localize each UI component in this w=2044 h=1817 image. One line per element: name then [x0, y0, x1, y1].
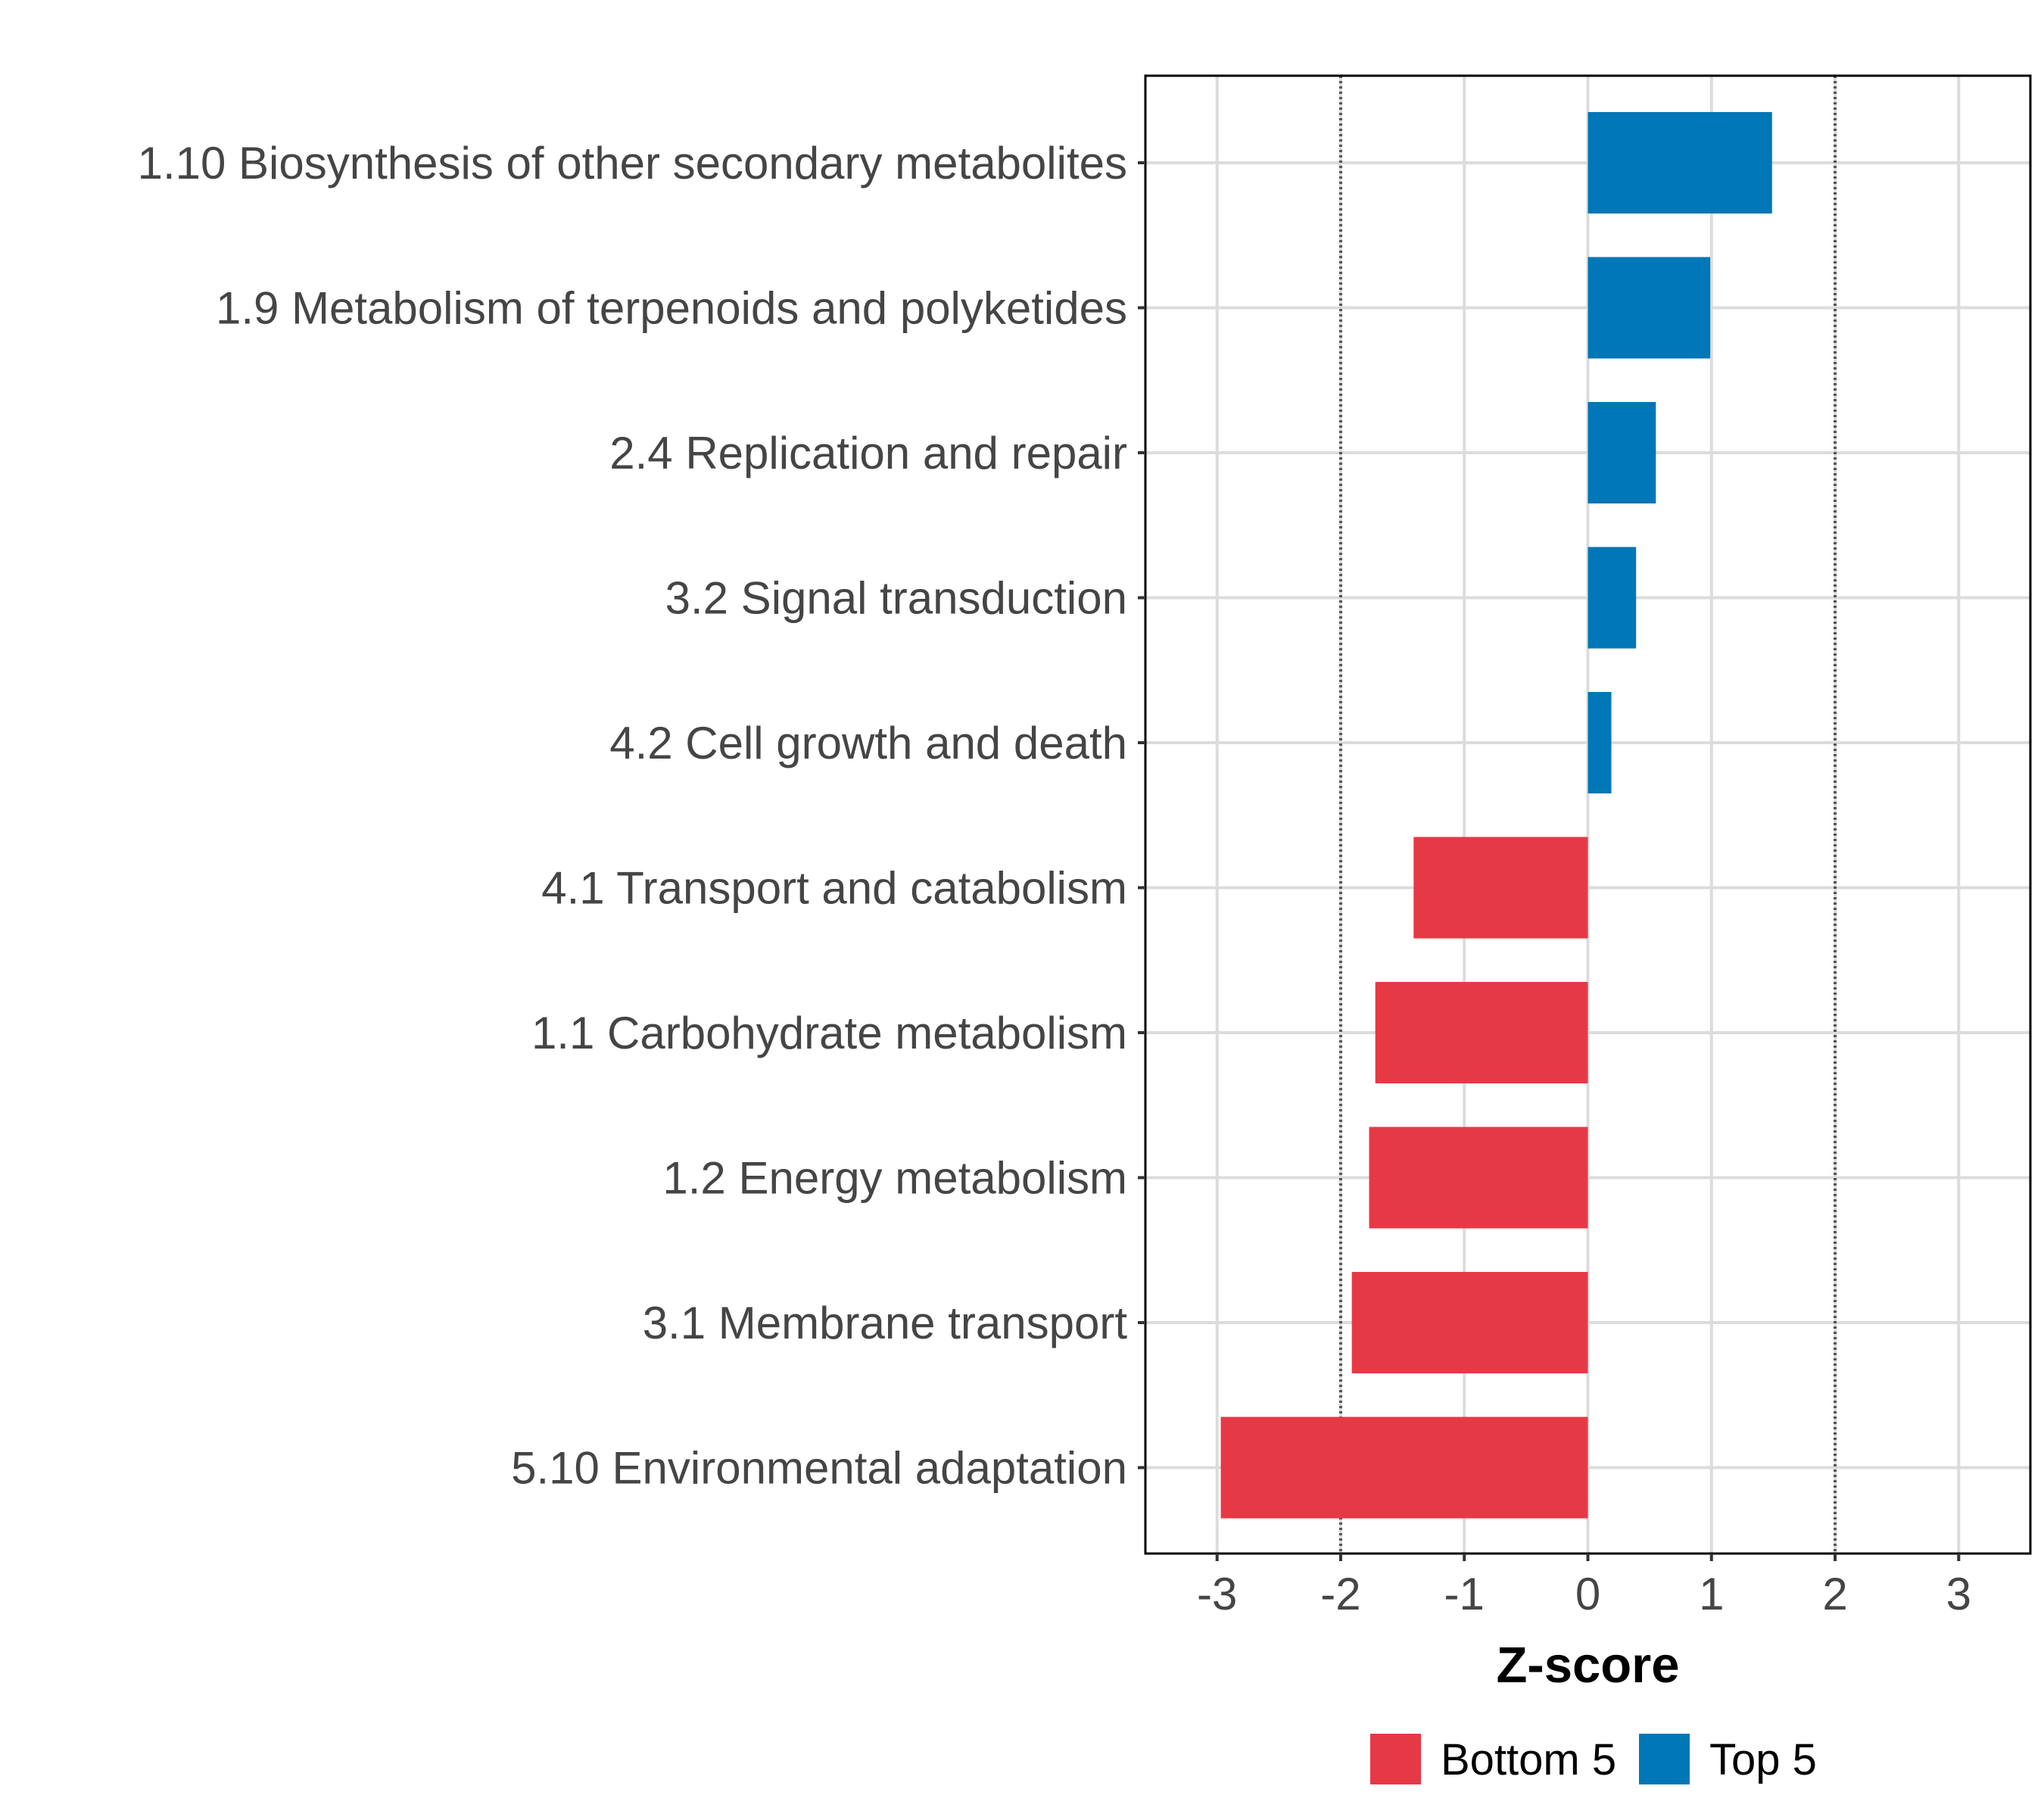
bar	[1588, 402, 1656, 503]
x-tick-label: 3	[1946, 1569, 1971, 1619]
bar	[1369, 1127, 1588, 1229]
bar	[1588, 547, 1637, 649]
bar	[1220, 1417, 1588, 1519]
y-tick-label: 4.2 Cell growth and death	[609, 718, 1127, 768]
y-tick-label: 1.2 Energy metabolism	[662, 1153, 1127, 1204]
y-tick-label: 3.1 Membrane transport	[643, 1298, 1128, 1348]
legend: Bottom 5 Top 5	[1370, 1734, 1817, 1784]
y-tick-label: 1.10 Biosynthesis of other secondary met…	[138, 138, 1127, 189]
bars	[1220, 112, 1772, 1519]
bar	[1588, 112, 1772, 213]
x-tick-label: -3	[1197, 1569, 1237, 1619]
legend-swatch	[1370, 1734, 1421, 1784]
y-tick-label: 5.10 Environmental adaptation	[511, 1443, 1127, 1494]
bar	[1413, 837, 1588, 939]
bar	[1351, 1272, 1588, 1373]
bar	[1375, 982, 1588, 1083]
reference-lines	[1338, 76, 1837, 1554]
y-axis-ticks	[1138, 161, 1145, 1469]
legend-swatch	[1639, 1734, 1690, 1784]
x-tick-label: -1	[1444, 1569, 1485, 1619]
x-axis-title: Z-score	[1496, 1637, 1679, 1694]
x-tick-label: 2	[1822, 1569, 1847, 1619]
x-axis-ticks	[1215, 1554, 1961, 1561]
x-tick-label: 0	[1575, 1569, 1600, 1619]
y-tick-label: 2.4 Replication and repair	[609, 428, 1127, 478]
legend-label: Top 5	[1709, 1735, 1817, 1784]
y-tick-label: 1.9 Metabolism of terpenoids and polyket…	[216, 283, 1127, 334]
y-tick-label: 3.2 Signal transduction	[665, 573, 1127, 624]
bar	[1588, 692, 1612, 793]
x-tick-label: -2	[1320, 1569, 1360, 1619]
y-tick-label: 1.1 Carbohydrate metabolism	[531, 1008, 1127, 1058]
bar	[1588, 257, 1711, 359]
legend-label: Bottom 5	[1441, 1735, 1616, 1784]
y-tick-label: 4.1 Transport and catabolism	[541, 863, 1127, 914]
x-tick-label: 1	[1699, 1569, 1724, 1619]
x-axis-tick-labels: -3 -2 -1 0 1 2 3	[1197, 1569, 1971, 1619]
y-axis-category-labels: 1.10 Biosynthesis of other secondary met…	[138, 138, 1128, 1494]
